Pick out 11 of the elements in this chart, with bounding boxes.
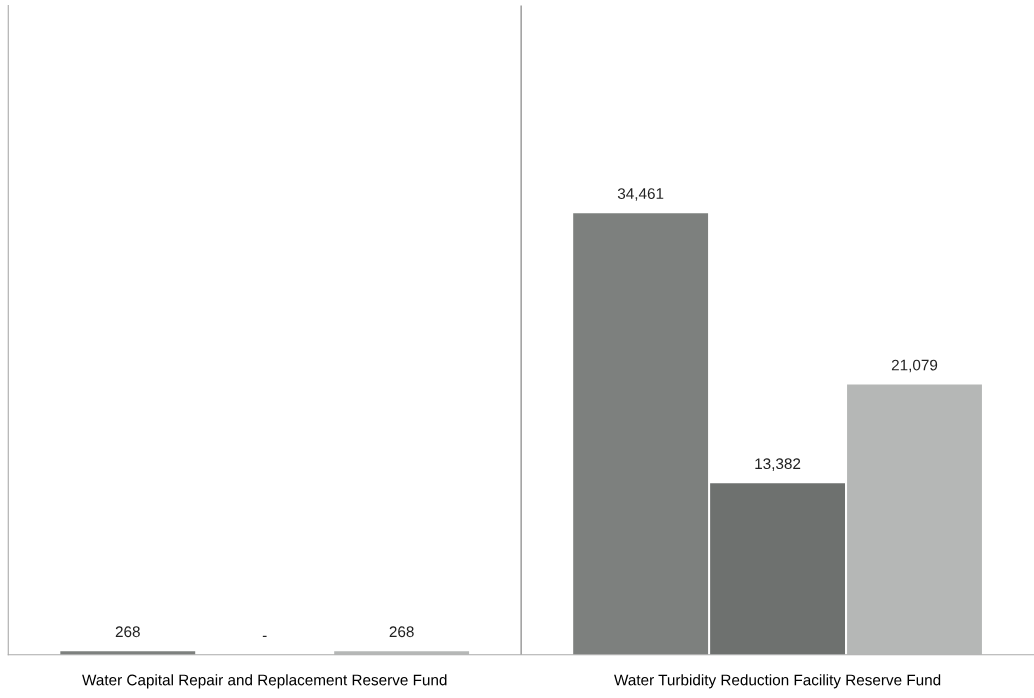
x-tick-label: Water Turbidity Reduction Facility Reserve Fund xyxy=(614,674,941,689)
data-label: 268 xyxy=(389,626,414,638)
data-label: 13,382 xyxy=(755,458,801,471)
bar xyxy=(847,384,982,655)
data-label: 34,461 xyxy=(617,188,664,201)
data-label: 268 xyxy=(115,626,140,638)
bar xyxy=(710,483,846,655)
x-tick-label: Water Capital Repair and Replacement Reserve Fund xyxy=(82,674,447,689)
data-label: - xyxy=(262,635,267,637)
bar xyxy=(573,213,709,655)
data-label: 21,079 xyxy=(891,359,938,373)
